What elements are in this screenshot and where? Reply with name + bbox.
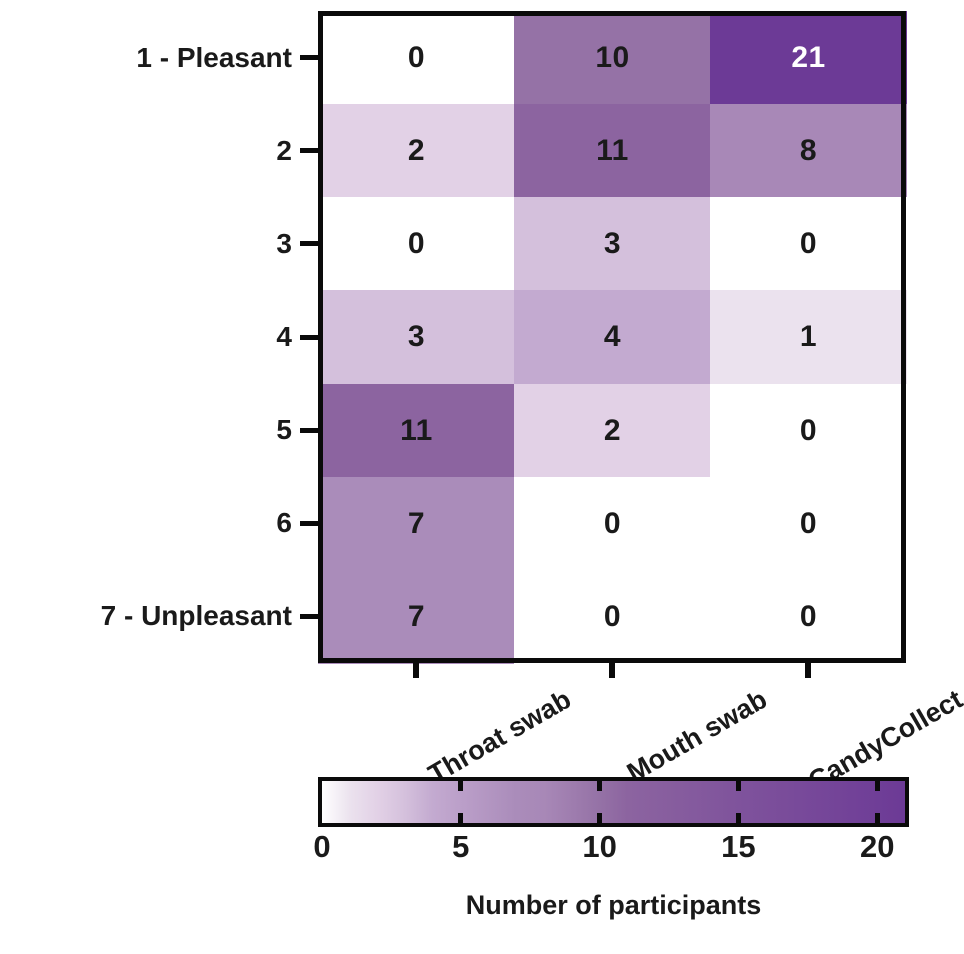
colorbar [318,777,909,827]
heatmap-cell: 3 [514,197,711,292]
y-axis-label: 6 [276,507,292,539]
x-axis-label: Throat swab [423,684,576,790]
y-axis-label: 3 [276,227,292,259]
colorbar-tick-mark [735,781,741,791]
colorbar-tick-mark [874,781,880,791]
heatmap-cell: 8 [710,104,907,199]
y-axis-tick [300,427,319,433]
colorbar-tick-mark [597,813,603,823]
colorbar-gradient [322,781,905,823]
heatmap-cell: 0 [710,569,907,664]
colorbar-title: Number of participants [465,890,762,920]
x-axis-tick [805,663,811,678]
heatmap-cell: 0 [514,569,711,664]
heatmap-plot: 0 10 21 2 11 8 0 3 0 3 4 1 11 2 0 7 0 0 7 0 0 [318,11,907,664]
y-axis-label: 2 [276,134,292,166]
heatmap-cell: 2 [514,383,711,478]
y-axis-label: 5 [276,414,292,446]
heatmap-cell: 4 [514,290,711,385]
x-axis-label: Mouth swab [621,684,772,788]
heatmap-cell: 0 [710,197,907,292]
heatmap-cell: 7 [318,476,515,571]
y-axis-tick [300,520,319,526]
y-axis-label: 7 - Unpleasant [100,600,292,632]
heatmap-cell: 0 [514,476,711,571]
heatmap-cell: 0 [318,11,515,106]
heatmap-cell: 3 [318,290,515,385]
colorbar-tick-mark [735,813,741,823]
heatmap-cell: 2 [318,104,515,199]
heatmap-cell: 11 [318,383,515,478]
heatmap-cell: 21 [710,11,907,106]
colorbar-tick-label: 20 [859,829,895,864]
colorbar-tick-label: 5 [452,829,470,864]
colorbar-tick-label: 10 [582,829,617,864]
x-axis-tick [609,663,615,678]
heatmap-cell: 0 [710,476,907,571]
y-axis-tick [300,334,319,340]
colorbar-tick-label: 0 [313,829,331,864]
y-axis-label: 4 [276,321,292,352]
heatmap-cell: 0 [710,383,907,478]
heatmap-cell: 7 [318,569,515,664]
colorbar-tick-mark [458,781,464,791]
colorbar-tick-mark [874,813,880,823]
y-axis-label: 1 - Pleasant [136,41,292,73]
y-axis-tick [300,241,319,247]
y-axis-tick [300,55,319,61]
heatmap-cell: 1 [710,290,907,385]
y-axis-tick [300,613,319,619]
y-axis-tick [300,148,319,154]
x-axis-tick [413,663,419,678]
heatmap-cell: 0 [318,197,515,292]
colorbar-tick-mark [458,813,464,823]
colorbar-tick-mark [597,781,603,791]
heatmap-cell: 11 [514,104,711,199]
colorbar-tick-label: 15 [721,829,756,864]
heatmap-cell: 10 [514,11,711,106]
